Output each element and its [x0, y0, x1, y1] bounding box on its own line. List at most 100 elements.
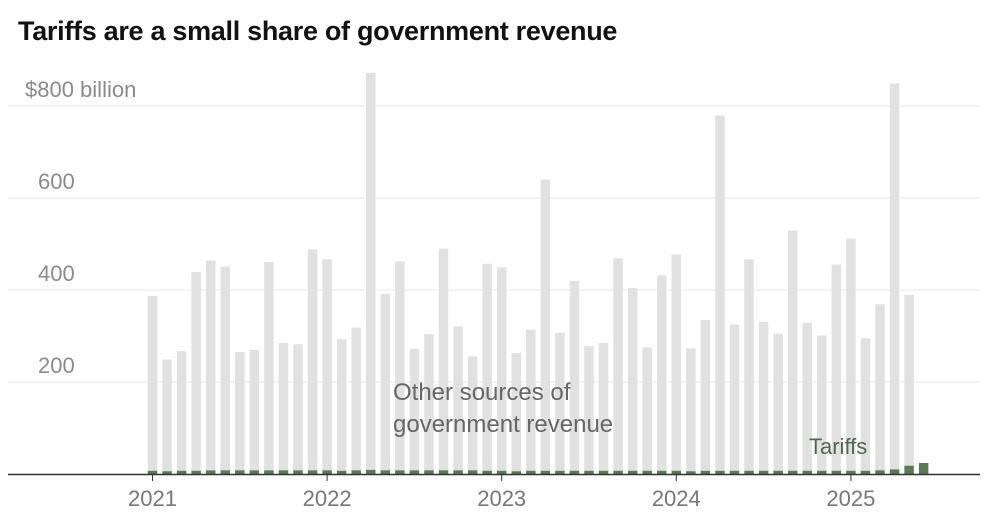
bar-tariffs-25 [511, 471, 521, 474]
bar-tariffs-24 [496, 470, 507, 474]
bar-other-2 [176, 351, 187, 471]
bar-tariffs-23 [482, 470, 492, 474]
bars [147, 72, 929, 474]
bar-tariffs-20 [438, 470, 449, 474]
bar-other-9 [278, 342, 289, 471]
bar-tariffs-13 [336, 470, 347, 474]
bar-other-19 [424, 334, 434, 471]
bar-tariffs-16 [380, 470, 391, 474]
bar-other-42 [758, 321, 769, 471]
bar-tariffs-15 [366, 469, 376, 474]
bar-other-4 [205, 260, 216, 471]
bar-other-52 [904, 295, 914, 466]
annotation-other-line1: Other sources of [393, 379, 571, 406]
bar-other-13 [336, 339, 347, 471]
bar-tariffs-21 [453, 470, 463, 474]
bar-tariffs-14 [351, 470, 361, 474]
bar-tariffs-46 [817, 470, 827, 474]
bar-other-3 [191, 272, 201, 471]
annotation-other-line2: government revenue [393, 411, 613, 438]
bar-tariffs-53 [918, 462, 929, 474]
bar-other-40 [729, 324, 740, 471]
x-tick-label-2025: 2025 [826, 486, 875, 511]
y-axis-ticks: 200 400 600 $800 billion [25, 77, 136, 378]
bar-tariffs-42 [758, 470, 769, 474]
bar-other-35 [657, 275, 667, 471]
bar-tariffs-30 [584, 470, 594, 474]
bar-other-37 [686, 348, 696, 472]
bar-tariffs-37 [686, 471, 696, 474]
bar-other-48 [846, 238, 856, 471]
bar-other-36 [671, 254, 682, 471]
bar-other-27 [540, 179, 551, 471]
bar-other-31 [598, 342, 609, 471]
bar-other-24 [496, 267, 507, 471]
bar-other-30 [584, 346, 594, 471]
bar-other-11 [307, 249, 318, 471]
bar-other-21 [453, 326, 463, 471]
bar-other-50 [875, 304, 885, 471]
bar-other-15 [366, 72, 376, 470]
bar-other-6 [235, 352, 245, 471]
bar-tariffs-41 [744, 470, 754, 474]
bar-other-22 [467, 356, 478, 471]
bar-tariffs-26 [526, 470, 536, 474]
bar-tariffs-22 [467, 470, 478, 474]
bar-other-28 [555, 332, 565, 471]
bar-tariffs-33 [627, 470, 638, 474]
bar-tariffs-31 [598, 470, 609, 474]
bar-other-47 [831, 264, 842, 471]
x-tick-label-2023: 2023 [477, 486, 526, 511]
bar-tariffs-36 [671, 470, 682, 474]
bar-tariffs-52 [904, 465, 914, 474]
bar-other-8 [264, 261, 274, 471]
bar-other-7 [249, 349, 260, 471]
y-tick-label-200: 200 [38, 353, 75, 378]
bar-other-29 [569, 280, 580, 471]
bar-other-39 [715, 115, 725, 471]
bar-other-33 [627, 288, 638, 471]
bar-other-38 [700, 319, 711, 471]
bar-other-20 [438, 248, 449, 471]
bar-tariffs-0 [147, 470, 158, 474]
bar-other-0 [147, 295, 158, 471]
bar-other-23 [482, 263, 492, 471]
y-tick-label-400: 400 [38, 261, 75, 286]
bar-tariffs-7 [249, 470, 260, 474]
bar-other-14 [351, 327, 361, 471]
bar-tariffs-43 [773, 470, 783, 474]
bar-tariffs-44 [787, 470, 798, 474]
chart-title: Tariffs are a small share of government … [18, 16, 618, 46]
bar-other-25 [511, 353, 521, 472]
bar-tariffs-17 [395, 470, 405, 474]
bar-tariffs-5 [220, 470, 230, 474]
bar-tariffs-49 [860, 470, 871, 474]
bar-other-12 [322, 259, 332, 471]
bar-other-5 [220, 266, 230, 471]
bar-tariffs-39 [715, 470, 725, 474]
bar-tariffs-47 [831, 470, 842, 474]
bar-tariffs-51 [889, 469, 900, 474]
bar-other-51 [889, 83, 900, 470]
x-axis-ticks: 2021 2022 2023 2024 2025 [128, 474, 875, 511]
bar-tariffs-8 [264, 470, 274, 474]
x-tick-label-2021: 2021 [128, 486, 177, 511]
bar-tariffs-34 [642, 470, 652, 474]
bar-tariffs-9 [278, 470, 289, 474]
series-annotations: Other sources of government revenue Tariff… [393, 379, 867, 459]
bar-other-45 [802, 322, 812, 471]
bar-other-43 [773, 333, 783, 471]
bar-tariffs-6 [235, 470, 245, 474]
bar-other-34 [642, 347, 652, 471]
bar-tariffs-2 [176, 470, 187, 474]
bar-tariffs-12 [322, 470, 332, 474]
y-tick-label-600: 600 [38, 169, 75, 194]
bar-other-46 [817, 335, 827, 471]
bar-tariffs-11 [307, 470, 318, 474]
bar-tariffs-19 [424, 470, 434, 474]
bar-tariffs-32 [613, 470, 623, 474]
x-tick-label-2024: 2024 [652, 486, 701, 511]
bar-tariffs-1 [162, 471, 172, 474]
bar-tariffs-3 [191, 470, 201, 474]
